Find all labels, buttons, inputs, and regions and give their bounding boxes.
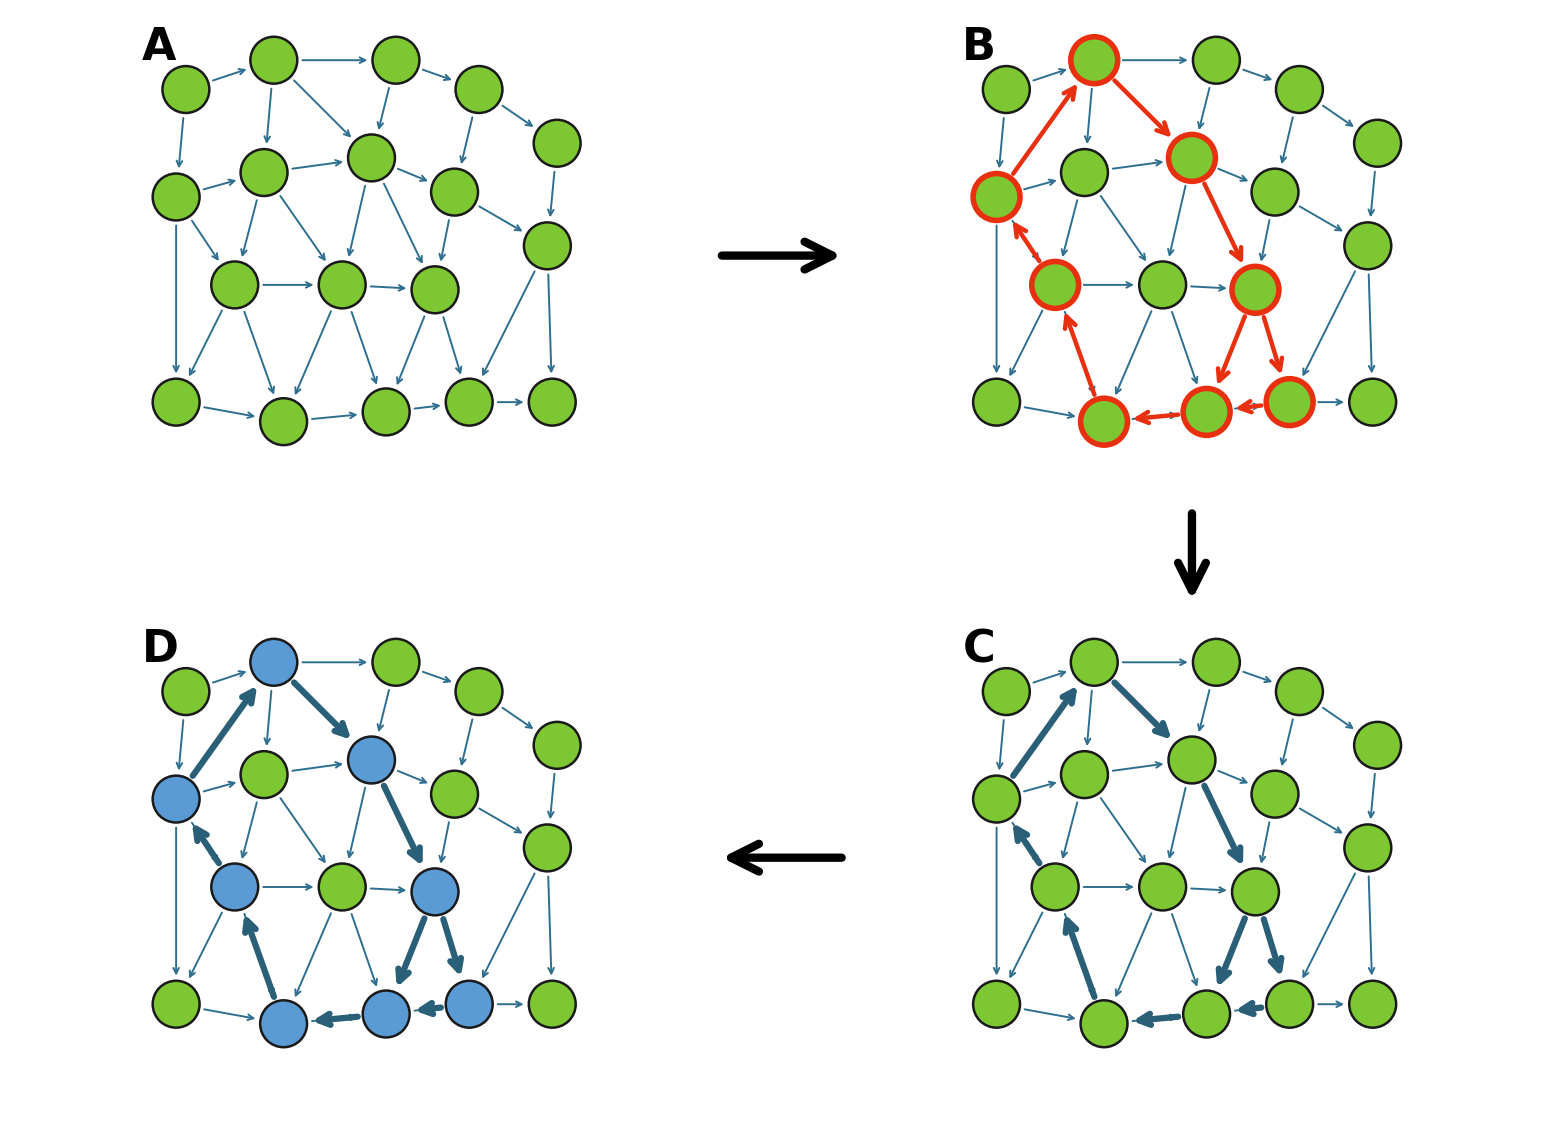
Circle shape	[260, 399, 307, 445]
Circle shape	[1276, 668, 1324, 715]
Circle shape	[240, 751, 288, 799]
Circle shape	[1276, 66, 1324, 112]
Circle shape	[1139, 863, 1186, 910]
Circle shape	[1266, 980, 1313, 1028]
Circle shape	[430, 168, 478, 216]
Circle shape	[1169, 134, 1215, 182]
Text: B: B	[963, 26, 997, 69]
Circle shape	[1031, 261, 1079, 308]
Circle shape	[430, 770, 478, 818]
Circle shape	[1081, 399, 1127, 445]
Circle shape	[1139, 261, 1186, 308]
Circle shape	[455, 668, 503, 715]
Circle shape	[362, 389, 410, 435]
Circle shape	[348, 134, 395, 182]
Circle shape	[1081, 1001, 1127, 1047]
Circle shape	[1344, 223, 1392, 269]
Circle shape	[1232, 868, 1279, 916]
Circle shape	[1251, 770, 1299, 818]
Circle shape	[1031, 863, 1079, 910]
Circle shape	[983, 668, 1029, 715]
Text: A: A	[142, 26, 176, 69]
Circle shape	[523, 223, 571, 269]
Circle shape	[251, 36, 297, 84]
Circle shape	[260, 1001, 307, 1047]
Circle shape	[523, 825, 571, 871]
Circle shape	[1071, 638, 1118, 686]
Circle shape	[455, 66, 503, 112]
Circle shape	[1350, 378, 1396, 426]
Circle shape	[163, 66, 209, 112]
Circle shape	[319, 261, 365, 308]
Circle shape	[251, 638, 297, 686]
Circle shape	[319, 863, 365, 910]
Circle shape	[373, 638, 420, 686]
Circle shape	[153, 378, 200, 426]
Circle shape	[1251, 168, 1299, 216]
Circle shape	[163, 668, 209, 715]
Circle shape	[529, 378, 576, 426]
Text: D: D	[142, 628, 180, 671]
Circle shape	[1354, 721, 1401, 769]
Circle shape	[1183, 991, 1231, 1037]
Circle shape	[211, 261, 259, 308]
Circle shape	[1344, 825, 1392, 871]
Circle shape	[1194, 36, 1240, 84]
Circle shape	[529, 980, 576, 1028]
Circle shape	[1194, 638, 1240, 686]
Circle shape	[412, 266, 458, 314]
Circle shape	[534, 119, 580, 167]
Circle shape	[153, 174, 200, 220]
Circle shape	[1060, 751, 1108, 799]
Circle shape	[974, 174, 1020, 220]
Circle shape	[974, 980, 1020, 1028]
Circle shape	[446, 980, 492, 1028]
Circle shape	[974, 378, 1020, 426]
Circle shape	[1266, 378, 1313, 426]
Circle shape	[1232, 266, 1279, 314]
Circle shape	[153, 980, 200, 1028]
Text: C: C	[963, 628, 995, 671]
Circle shape	[153, 776, 200, 822]
Circle shape	[211, 863, 259, 910]
Circle shape	[1350, 980, 1396, 1028]
Circle shape	[362, 991, 410, 1037]
Circle shape	[983, 66, 1029, 112]
Circle shape	[446, 378, 492, 426]
Circle shape	[1071, 36, 1118, 84]
Circle shape	[1060, 149, 1108, 197]
Circle shape	[1183, 389, 1231, 435]
Circle shape	[1169, 736, 1215, 784]
Circle shape	[534, 721, 580, 769]
Circle shape	[974, 776, 1020, 822]
Circle shape	[373, 36, 420, 84]
Circle shape	[1354, 119, 1401, 167]
Circle shape	[412, 868, 458, 916]
Circle shape	[240, 149, 288, 197]
Circle shape	[348, 736, 395, 784]
